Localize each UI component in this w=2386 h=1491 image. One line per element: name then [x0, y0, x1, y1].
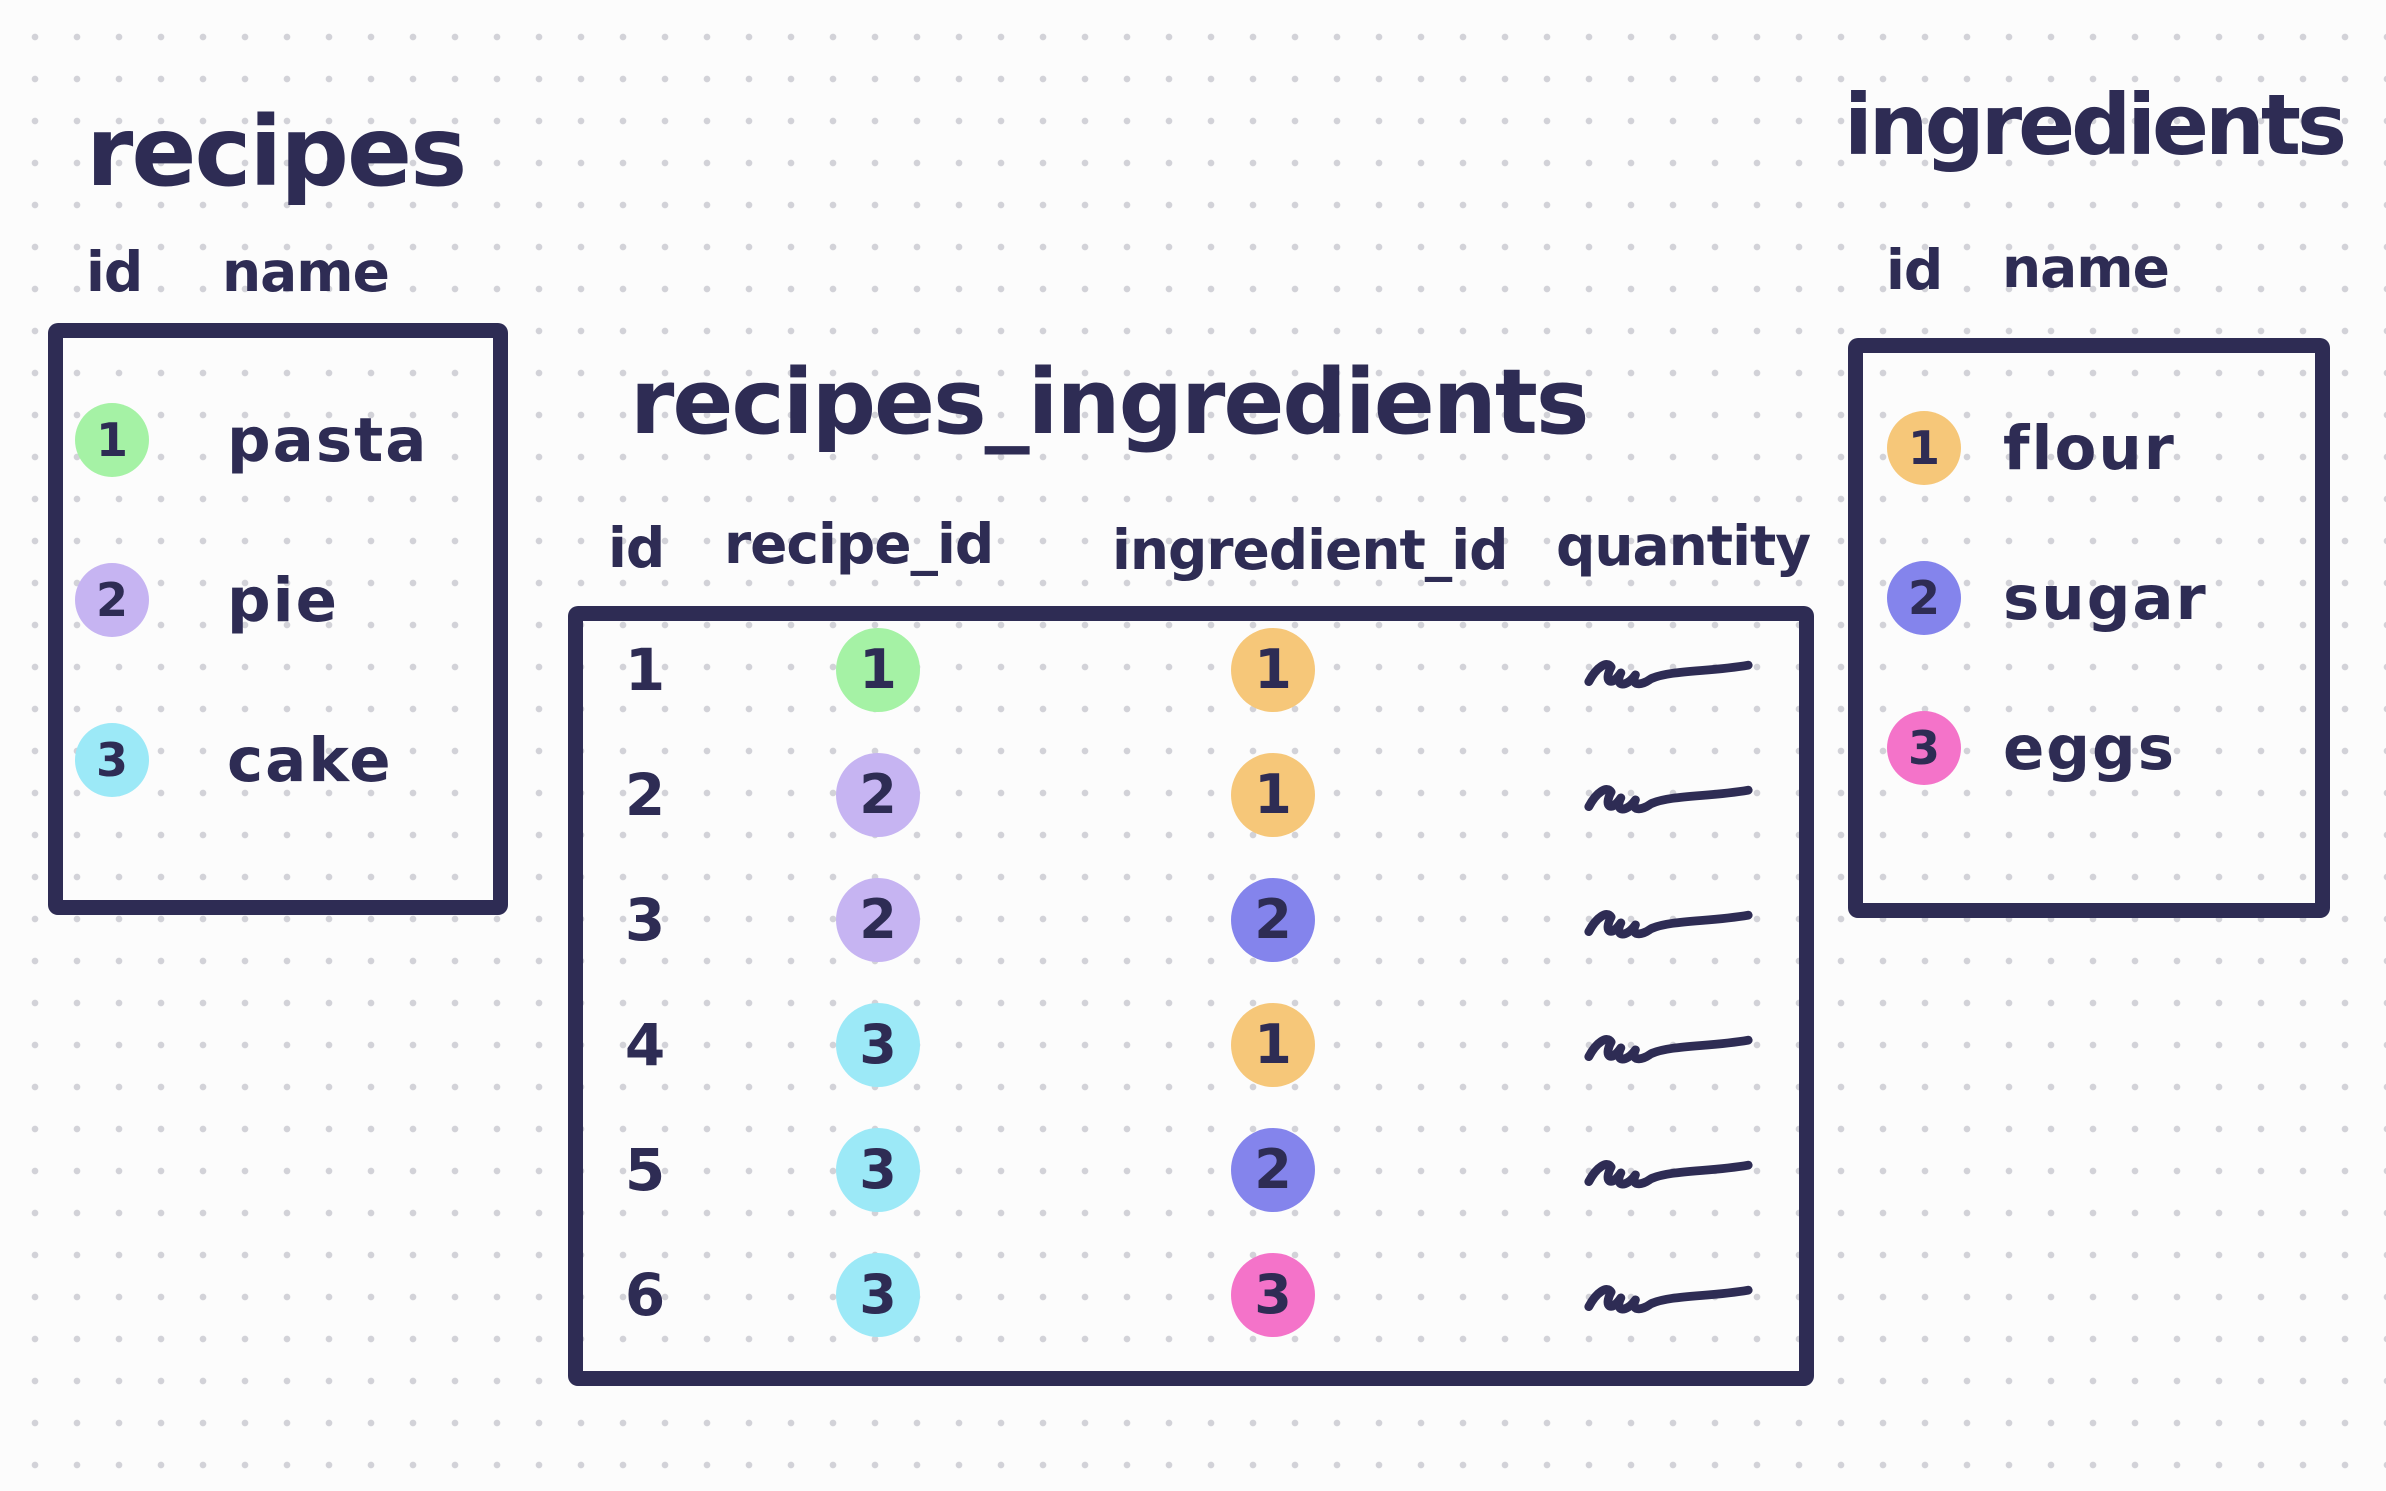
- table-row: 2 2 1: [583, 732, 1799, 857]
- recipes-ingredients-rows: 1 1 1 2 2 1: [583, 607, 1799, 1357]
- name-cell: pasta: [227, 404, 429, 476]
- recipes-ingredients-column-header-id: id: [608, 516, 665, 580]
- recipes-ingredients-column-header-quantity: quantity: [1556, 514, 1811, 578]
- ingredient-id-badge: 1: [1231, 627, 1315, 712]
- table-row: 1 pasta: [63, 360, 493, 520]
- quantity-scribble-icon: [1581, 1265, 1756, 1325]
- ingredient-id-badge: 1: [1231, 1002, 1315, 1087]
- id-cell: 2: [624, 760, 666, 829]
- recipe-id-badge: 1: [836, 627, 920, 712]
- id-cell: 1: [624, 635, 666, 704]
- recipe-id-badge: 2: [836, 752, 920, 837]
- id-cell: 4: [624, 1010, 666, 1079]
- ingredient-id-badge: 3: [1231, 1252, 1315, 1337]
- recipes-column-header-name: name: [222, 240, 390, 304]
- table-row: 1 1 1: [583, 607, 1799, 732]
- name-cell: flour: [2003, 412, 2176, 484]
- recipes-ingredients-table-box: 1 1 1 2 2 1: [568, 606, 1814, 1386]
- recipes-ingredients-column-header-recipe-id: recipe_id: [724, 512, 994, 576]
- id-cell: 3: [624, 885, 666, 954]
- name-cell: pie: [227, 564, 339, 636]
- table-row: 3 eggs: [1863, 673, 2315, 823]
- table-row: 3 cake: [63, 680, 493, 840]
- id-badge: 2: [75, 563, 149, 637]
- recipes-table-title: recipes: [86, 96, 467, 208]
- ingredient-id-badge: 2: [1231, 1127, 1315, 1212]
- table-row: 1 flour: [1863, 373, 2315, 523]
- quantity-scribble-icon: [1581, 1015, 1756, 1075]
- table-row: 3 2 2: [583, 857, 1799, 982]
- ingredients-table-title: ingredients: [1844, 76, 2347, 174]
- table-row: 2 pie: [63, 520, 493, 680]
- quantity-scribble-icon: [1581, 640, 1756, 700]
- quantity-scribble-icon: [1581, 765, 1756, 825]
- ingredients-table-box: 1 flour 2 sugar 3 eggs: [1848, 338, 2330, 918]
- recipes-ingredients-table-title: recipes_ingredients: [630, 350, 1589, 455]
- ingredient-id-badge: 1: [1231, 752, 1315, 837]
- table-row: 5 3 2: [583, 1107, 1799, 1232]
- name-cell: eggs: [2003, 712, 2177, 784]
- quantity-scribble-icon: [1581, 890, 1756, 950]
- id-badge: 1: [1887, 411, 1961, 485]
- table-row: 6 3 3: [583, 1232, 1799, 1357]
- ingredient-id-badge: 2: [1231, 877, 1315, 962]
- table-row: 4 3 1: [583, 982, 1799, 1107]
- recipes-table-box: 1 pasta 2 pie 3 cake: [48, 323, 508, 915]
- recipes-ingredients-column-header-ingredient-id: ingredient_id: [1112, 518, 1508, 582]
- recipes-column-header-id: id: [86, 240, 143, 304]
- quantity-scribble-icon: [1581, 1140, 1756, 1200]
- name-cell: cake: [227, 724, 393, 796]
- id-cell: 6: [624, 1260, 666, 1329]
- recipe-id-badge: 3: [836, 1002, 920, 1087]
- id-badge: 3: [1887, 711, 1961, 785]
- name-cell: sugar: [2003, 562, 2208, 634]
- id-badge: 3: [75, 723, 149, 797]
- recipe-id-badge: 2: [836, 877, 920, 962]
- id-cell: 5: [624, 1135, 666, 1204]
- id-badge: 1: [75, 403, 149, 477]
- recipe-id-badge: 3: [836, 1127, 920, 1212]
- table-row: 2 sugar: [1863, 523, 2315, 673]
- recipe-id-badge: 3: [836, 1252, 920, 1337]
- ingredients-column-header-id: id: [1886, 238, 1943, 302]
- ingredients-column-header-name: name: [2002, 236, 2170, 300]
- id-badge: 2: [1887, 561, 1961, 635]
